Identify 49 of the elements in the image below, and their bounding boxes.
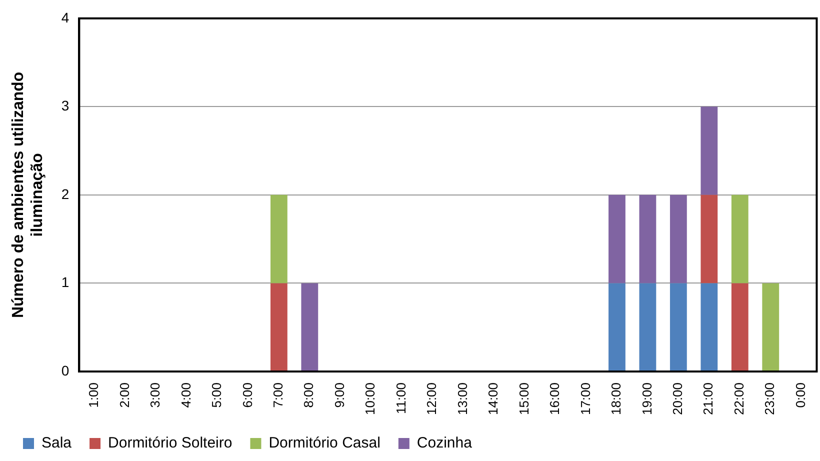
x-tick-label: 7:00 <box>270 382 286 408</box>
bar <box>700 194 718 284</box>
x-tick-label: 6:00 <box>240 382 255 408</box>
x-tick-label: 21:00 <box>700 382 716 416</box>
bar <box>762 283 780 371</box>
y-tick-label: 4 <box>61 9 70 26</box>
bar <box>301 283 318 371</box>
x-tick-label: 22:00 <box>731 382 746 416</box>
legend-label: Dormitório Casal <box>268 434 380 452</box>
x-tick-label: 15:00 <box>516 382 532 416</box>
x-tick-label: 11:00 <box>393 382 408 414</box>
y-tick-label: 1 <box>61 274 70 290</box>
bar <box>700 283 718 371</box>
x-tick-label: 8:00 <box>301 382 316 408</box>
x-tick-label: 4:00 <box>178 382 194 408</box>
x-tick-label: 23:00 <box>762 382 778 416</box>
bar <box>670 283 687 371</box>
bar <box>670 194 687 284</box>
bar <box>639 194 656 284</box>
legend-label: Sala <box>42 434 72 452</box>
legend-label: Cozinha <box>416 434 473 452</box>
bar <box>731 194 748 284</box>
bar <box>700 106 718 195</box>
bar <box>608 283 626 371</box>
x-tick-label: 13:00 <box>454 382 470 416</box>
bar <box>270 194 288 284</box>
x-tick-label: 2:00 <box>116 382 132 408</box>
bar <box>731 283 748 371</box>
x-tick-label: 19:00 <box>639 382 654 416</box>
y-axis-title: Número de ambientes utilizando iluminação <box>10 72 46 318</box>
x-tick-label: 17:00 <box>578 382 593 416</box>
legend-label: Dormitório Solteiro <box>108 434 232 452</box>
y-tick-label: 0 <box>61 362 70 378</box>
x-tick-label: 3:00 <box>148 382 163 408</box>
y-tick-label: 3 <box>61 98 70 114</box>
x-tick-label: 16:00 <box>547 382 562 416</box>
x-tick-label: 14:00 <box>486 382 501 416</box>
y-tick-label: 2 <box>61 186 70 202</box>
x-tick-label: 12:00 <box>424 382 440 416</box>
bar <box>608 194 626 284</box>
bar <box>270 283 288 371</box>
x-tick-label: 1:00 <box>86 382 102 408</box>
x-tick-label: 0:00 <box>792 382 808 408</box>
x-tick-label: 18:00 <box>608 382 624 416</box>
x-tick-label: 10:00 <box>362 382 378 416</box>
bar <box>639 283 656 371</box>
x-tick-label: 5:00 <box>209 382 224 408</box>
x-tick-label: 9:00 <box>332 382 347 408</box>
x-tick-label: 20:00 <box>670 382 686 416</box>
